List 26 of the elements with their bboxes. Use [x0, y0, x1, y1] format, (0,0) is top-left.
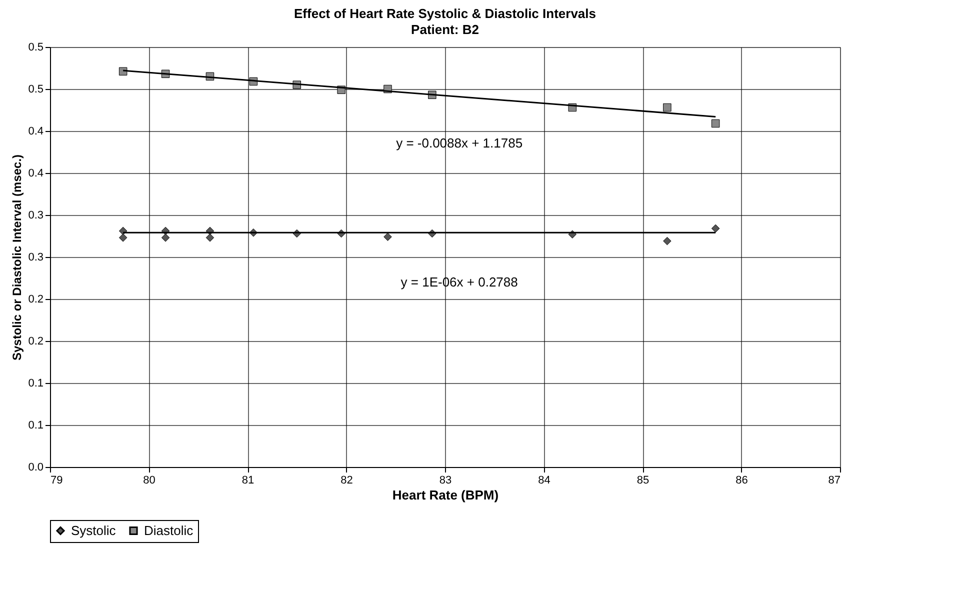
- legend-label: Systolic: [71, 522, 116, 538]
- y-tick-label: 0.2: [28, 336, 44, 348]
- y-tick-label: 0.2: [28, 294, 44, 306]
- y-tick-label: 0.1: [28, 420, 44, 432]
- x-tick-label: 85: [636, 474, 650, 486]
- y-tick-label: 0.1: [28, 378, 44, 390]
- y-tick-label: 0.5: [28, 84, 44, 96]
- y-axis-title: Systolic or Diastolic Interval (msec.): [10, 154, 24, 361]
- y-tick-label: 0.5: [28, 42, 44, 54]
- y-tick-label: 0.4: [28, 168, 44, 180]
- x-tick-label: 81: [242, 474, 254, 486]
- chart-title: Effect of Heart Rate Systolic & Diastolic Intervals: [294, 6, 596, 21]
- x-tick-label: 83: [439, 474, 452, 486]
- y-tick-label: 0.3: [28, 210, 44, 222]
- x-tick-label: 80: [143, 474, 156, 486]
- x-tick-label: 87: [828, 474, 840, 486]
- y-tick-label: 0.3: [28, 252, 44, 264]
- legend-label: Diastolic: [144, 522, 194, 538]
- chart-subtitle: Patient: B2: [411, 22, 479, 37]
- x-tick-label: 82: [340, 474, 353, 486]
- x-tick-label: 79: [50, 474, 63, 486]
- y-tick-label: 0.0: [28, 462, 44, 474]
- y-tick-label: 0.4: [28, 126, 44, 138]
- x-tick-label: 84: [538, 474, 550, 486]
- x-tick-label: 86: [736, 474, 748, 486]
- x-axis-title: Heart Rate (BPM): [392, 488, 499, 502]
